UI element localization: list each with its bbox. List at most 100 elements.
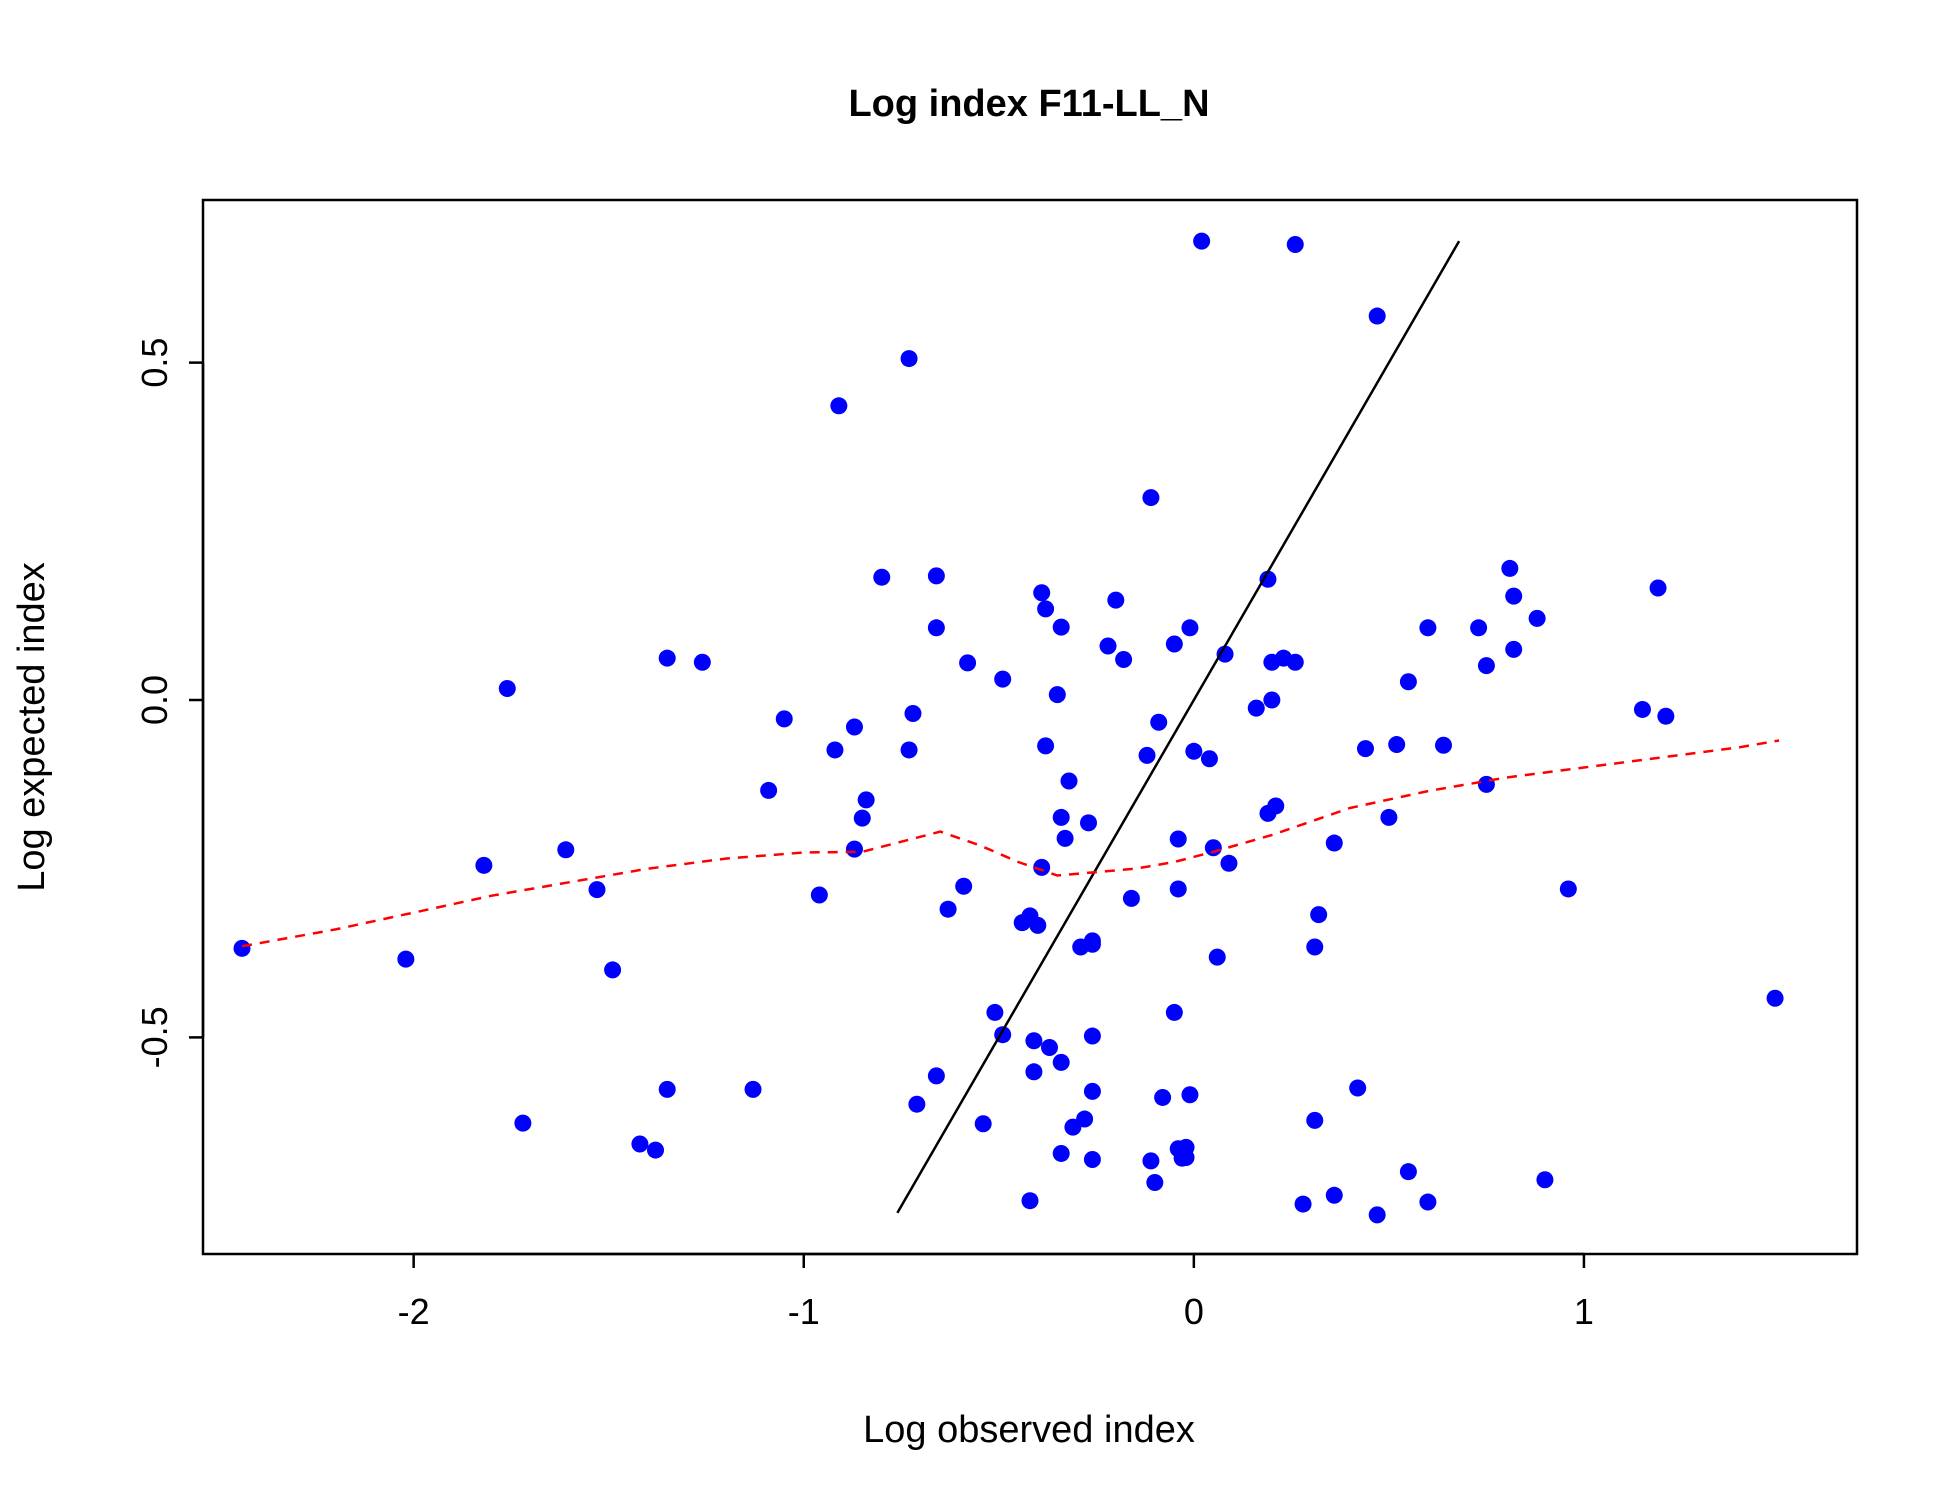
data-point (1041, 1039, 1059, 1057)
data-point (658, 1080, 676, 1098)
data-point (1083, 1151, 1101, 1169)
data-point (1193, 232, 1211, 250)
data-point (647, 1141, 665, 1159)
data-point (397, 950, 415, 968)
data-point (904, 705, 922, 723)
data-point (1052, 618, 1070, 636)
data-point (1177, 1138, 1195, 1156)
data-point (658, 649, 676, 667)
data-point (1286, 236, 1304, 254)
data-point (631, 1135, 649, 1153)
data-point (588, 881, 606, 899)
data-point (1029, 916, 1047, 934)
data-point (1536, 1171, 1554, 1189)
data-point (1766, 989, 1784, 1007)
data-point (857, 791, 875, 809)
x-tick-label: 1 (1574, 1291, 1594, 1332)
data-point (1470, 619, 1488, 637)
data-point (1033, 584, 1051, 602)
data-point (1505, 587, 1523, 605)
data-point (1380, 808, 1398, 826)
data-point (1435, 736, 1452, 754)
data-point (1310, 906, 1328, 924)
data-point (1083, 935, 1101, 953)
data-point (1165, 1003, 1183, 1021)
data-point (826, 741, 844, 759)
data-point (853, 809, 871, 827)
data-point (873, 568, 891, 586)
data-point (475, 856, 493, 874)
data-point (1633, 700, 1651, 718)
data-point (1399, 1163, 1417, 1181)
data-point (1419, 1193, 1437, 1211)
data-point (1477, 775, 1495, 793)
data-point (1115, 651, 1133, 669)
data-point (775, 710, 793, 728)
data-point (760, 781, 778, 799)
data-point (1649, 579, 1667, 597)
data-point (830, 397, 848, 415)
data-point (557, 841, 575, 859)
data-point (1356, 740, 1374, 758)
data-point (1388, 736, 1406, 754)
data-point (1052, 808, 1070, 826)
x-axis-label: Log observed index (863, 1409, 1195, 1451)
data-point (1048, 686, 1066, 704)
data-point (900, 350, 918, 368)
y-axis-label: Log expected index (11, 562, 53, 892)
data-point (1259, 570, 1277, 588)
data-point (1169, 830, 1187, 848)
data-point (1025, 1032, 1043, 1050)
data-point (1060, 772, 1078, 790)
data-point (1306, 938, 1324, 956)
data-point (908, 1095, 926, 1113)
data-point (1559, 880, 1577, 898)
data-point (1306, 1111, 1324, 1129)
data-point (810, 886, 828, 904)
data-point (927, 619, 945, 637)
data-point (1267, 797, 1285, 815)
data-point (1657, 707, 1675, 725)
data-point (1349, 1079, 1367, 1097)
data-point (1165, 635, 1183, 653)
data-point (1216, 645, 1234, 663)
y-tick-label: 0.5 (134, 338, 175, 388)
data-point (1107, 591, 1125, 609)
data-point (939, 900, 957, 918)
y-axis: -0.5 0.0 0.5 (134, 338, 205, 1068)
data-point (1208, 948, 1226, 966)
data-point (693, 653, 711, 671)
data-point (994, 670, 1012, 688)
data-point (1181, 1086, 1199, 1104)
data-point (1083, 1082, 1101, 1100)
points-layer (233, 232, 1784, 1224)
data-point (1142, 1152, 1160, 1170)
data-point (1025, 1063, 1043, 1081)
data-point (1247, 699, 1265, 717)
data-point (1021, 1192, 1039, 1210)
data-point (1122, 889, 1140, 907)
data-point (845, 718, 863, 736)
data-point (1204, 839, 1222, 857)
data-point (1325, 1186, 1343, 1204)
identity-line (896, 240, 1461, 1214)
data-point (1505, 640, 1523, 658)
data-point (1080, 814, 1098, 832)
data-point (1142, 489, 1160, 507)
y-tick-label: 0.0 (134, 675, 175, 725)
data-point (1368, 1206, 1386, 1224)
data-point (1263, 691, 1281, 709)
data-point (986, 1003, 1004, 1021)
data-point (1185, 742, 1203, 760)
data-point (604, 961, 622, 979)
data-point (1037, 737, 1055, 755)
data-point (974, 1115, 992, 1133)
data-point (1200, 750, 1218, 768)
data-point (1294, 1195, 1312, 1213)
data-point (955, 877, 973, 895)
data-point (900, 741, 918, 759)
smoother-line (241, 739, 1780, 948)
data-point (1325, 834, 1343, 852)
data-point (1501, 559, 1519, 577)
